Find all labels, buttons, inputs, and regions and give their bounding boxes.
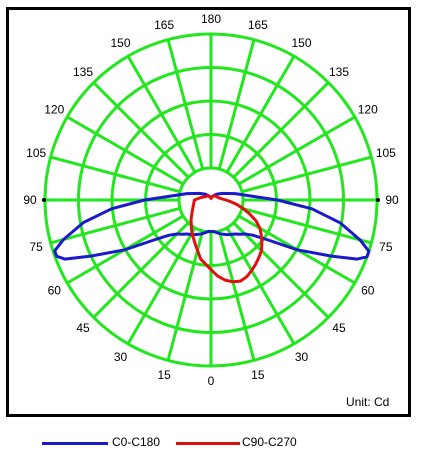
legend: C0-C180 C90-C270 bbox=[0, 428, 421, 458]
grid-spoke bbox=[237, 115, 356, 186]
grid-spoke bbox=[50, 155, 181, 194]
grid-spoke bbox=[232, 221, 330, 319]
grid-spoke bbox=[232, 81, 330, 179]
grid-spoke bbox=[92, 81, 190, 179]
angle-tick-label: 150 bbox=[291, 36, 311, 50]
unit-label: Unit: Cd bbox=[346, 395, 389, 409]
polar-grid bbox=[43, 32, 379, 368]
angle-tick-label: 105 bbox=[376, 146, 396, 160]
series-curve-c0-c180 bbox=[53, 191, 371, 261]
distribution-curves bbox=[53, 191, 371, 284]
angle-tick-label: 15 bbox=[157, 368, 171, 382]
axis-marker bbox=[42, 198, 46, 202]
angle-tick-label: 180 bbox=[201, 12, 221, 26]
angle-tick-label: 165 bbox=[248, 18, 268, 32]
angle-tick-label: 60 bbox=[48, 284, 62, 298]
grid-spoke bbox=[50, 206, 181, 245]
grid-spoke bbox=[217, 39, 256, 170]
angle-tick-label: 75 bbox=[379, 240, 393, 254]
grid-spoke bbox=[92, 221, 190, 319]
angle-tick-label: 120 bbox=[44, 103, 64, 117]
angle-tick-label: 135 bbox=[329, 65, 349, 79]
angle-tick-label: 150 bbox=[110, 36, 130, 50]
legend-swatch-c0-c180 bbox=[42, 442, 108, 445]
angle-tick-label: 30 bbox=[295, 350, 309, 364]
angle-tick-label: 75 bbox=[29, 240, 43, 254]
angle-tick-label: 30 bbox=[114, 350, 128, 364]
angle-tick-label: 45 bbox=[76, 321, 90, 335]
angle-tick-label: 135 bbox=[73, 65, 93, 79]
angle-tick-label: 0 bbox=[208, 374, 215, 388]
angle-tick-label: 45 bbox=[332, 321, 346, 335]
grid-spoke bbox=[126, 55, 197, 174]
angle-ticks: 180 1651501351201059075604530150153045607… bbox=[23, 12, 399, 388]
legend-item-c90-c270: C90-C270 bbox=[176, 434, 356, 452]
angle-tick-label: 60 bbox=[361, 284, 375, 298]
polar-chart: 180 1651501351201059075604530150153045607… bbox=[23, 12, 399, 409]
angle-tick-label: 90 bbox=[385, 193, 399, 207]
legend-label-c90-c270: C90-C270 bbox=[242, 435, 297, 449]
angle-tick-label: 15 bbox=[251, 368, 265, 382]
legend-label-c0-c180: C0-C180 bbox=[112, 435, 161, 449]
legend-item-c0-c180: C0-C180 bbox=[42, 434, 202, 452]
angle-tick-label: 120 bbox=[358, 103, 378, 117]
axis-marker bbox=[376, 198, 380, 202]
angle-tick-label: 165 bbox=[154, 18, 174, 32]
grid-spoke bbox=[166, 39, 205, 170]
series-curve-c90-c270 bbox=[189, 194, 264, 284]
grid-spoke bbox=[225, 55, 296, 174]
angle-tick-label: 90 bbox=[23, 193, 37, 207]
grid-spoke bbox=[126, 226, 197, 345]
grid-spoke bbox=[225, 226, 296, 345]
chart-frame: 180 165 150 135 120 105 90 75 60 45 30 15 0 15 30 45 60 7… bbox=[6, 7, 411, 417]
grid-spoke bbox=[241, 206, 372, 245]
angle-tick-label: 105 bbox=[26, 146, 46, 160]
grid-spoke bbox=[217, 230, 256, 361]
grid-ring bbox=[177, 166, 245, 234]
grid-spoke bbox=[241, 155, 372, 194]
legend-swatch-c90-c270 bbox=[176, 442, 240, 445]
grid-spoke bbox=[66, 115, 185, 186]
